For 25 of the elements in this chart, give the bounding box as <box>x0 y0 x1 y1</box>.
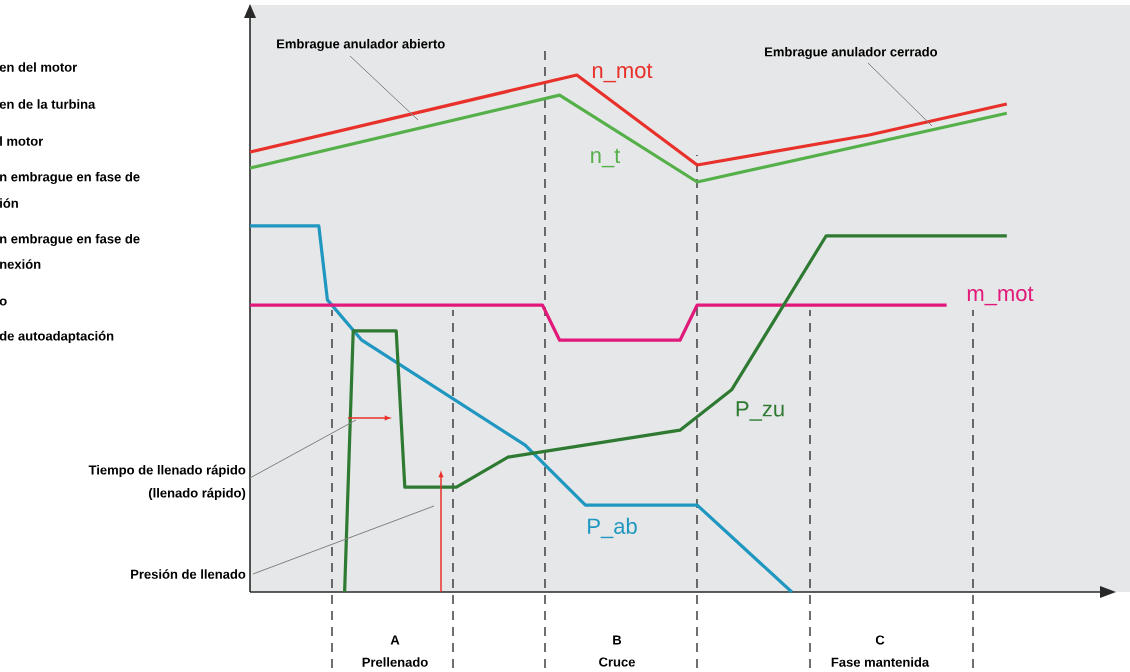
series-label: m_mot <box>967 286 1034 306</box>
text: en del motor <box>0 62 78 72</box>
text: n embrague en fase de <box>0 233 140 247</box>
text: en de la turbina <box>0 99 96 109</box>
text: A <box>390 635 400 645</box>
text: (llenado rápido) <box>148 487 246 501</box>
text: Prellenado <box>362 657 428 667</box>
text: o <box>0 298 7 306</box>
text: Embrague anulador abierto <box>277 38 445 52</box>
text: de autoadaptación <box>0 330 114 344</box>
series-label: n_t <box>591 148 621 168</box>
series-label: P_zu <box>736 401 784 421</box>
text: Cruce <box>599 657 635 667</box>
series-label: P_ab <box>588 517 637 539</box>
text: Fase mantenida <box>831 657 930 667</box>
text: B <box>613 635 622 645</box>
text: Tiempo de llenado rápido <box>88 464 246 478</box>
text: nexión <box>0 259 41 269</box>
text: C <box>875 635 885 645</box>
text: Embrague anulador cerrado <box>765 46 938 60</box>
text: n embrague en fase de <box>0 171 140 185</box>
series-label: n_mot <box>592 63 653 83</box>
text: Presión de llenado <box>131 569 246 579</box>
text: ión <box>0 198 18 208</box>
text: l motor <box>0 136 44 146</box>
